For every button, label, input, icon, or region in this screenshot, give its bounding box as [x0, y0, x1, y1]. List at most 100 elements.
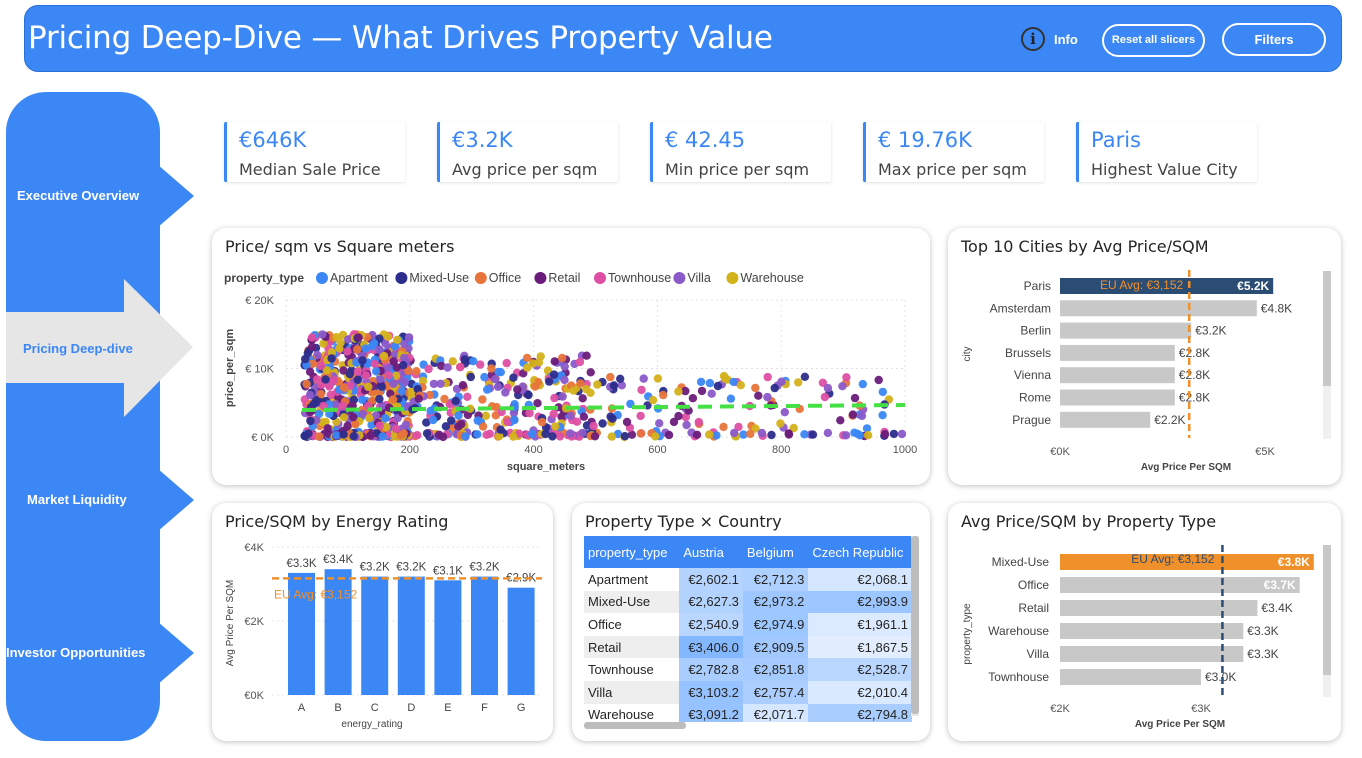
- matrix-column-header[interactable]: Belgium: [742, 536, 809, 568]
- nav-item-executive-overview[interactable]: Executive Overview: [17, 188, 140, 203]
- scrollbar-thumb-horizontal[interactable]: [584, 722, 686, 729]
- filters-button[interactable]: Filters: [1222, 23, 1326, 56]
- scrollbar-thumb[interactable]: [1323, 545, 1331, 675]
- by-type-chart[interactable]: Mixed-Use €3.8K Office €3.7K Retail €3.4K Ware…: [948, 503, 1341, 741]
- scatter-point: [307, 342, 317, 352]
- legend-swatch-office[interactable]: [474, 272, 487, 284]
- scatter-point: [321, 417, 330, 427]
- scatter-chart[interactable]: property_type Apartment Mixed-Use Office Re…: [212, 228, 930, 485]
- x-tick-label: €5K: [1255, 446, 1275, 458]
- type-bar[interactable]: [1060, 554, 1314, 570]
- type-bar[interactable]: [1060, 577, 1300, 593]
- scatter-point: [694, 417, 703, 427]
- by-type-panel: Avg Price/SQM by Property Type Mixed-Use…: [948, 503, 1341, 741]
- scatter-point: [343, 347, 352, 356]
- x-tick-label: €3K: [1191, 703, 1211, 715]
- legend-item-retail[interactable]: Retail: [548, 271, 580, 285]
- scatter-point: [473, 430, 482, 439]
- scatter-point: [463, 392, 472, 401]
- info-button[interactable]: Info: [1054, 32, 1078, 47]
- matrix-row-label: Apartment: [584, 568, 680, 591]
- scatter-point: [651, 432, 660, 441]
- legend-item-office[interactable]: Office: [489, 271, 521, 285]
- legend-swatch-villa[interactable]: [673, 272, 686, 284]
- scatter-point: [572, 417, 582, 426]
- scatter-point: [358, 409, 368, 419]
- city-bar[interactable]: [1060, 389, 1175, 406]
- energy-chart[interactable]: €0K €2K €4K €3.3K A €3.4K B €3.2K C €3.2K D €3.1K E €…: [212, 503, 553, 741]
- matrix-viewport[interactable]: property_type Austria Belgium Czech Republi…: [584, 536, 912, 722]
- nav-item-investor-opportunities[interactable]: Investor Opportunities: [6, 645, 146, 660]
- legend-item-townhouse[interactable]: Townhouse: [608, 271, 671, 285]
- scatter-point: [367, 420, 376, 429]
- scatter-point: [331, 400, 340, 409]
- legend-item-apartment[interactable]: Apartment: [330, 271, 388, 285]
- matrix-panel: Property Type × Country property_type Aus…: [572, 503, 930, 741]
- energy-bar[interactable]: [288, 572, 315, 695]
- scatter-point: [318, 330, 327, 339]
- scrollbar-thumb-vertical[interactable]: [911, 536, 919, 714]
- y-tick-label: € 0K: [251, 432, 274, 444]
- type-bar[interactable]: [1060, 623, 1244, 639]
- city-bar[interactable]: [1060, 278, 1274, 294]
- energy-bar[interactable]: [397, 576, 425, 695]
- scatter-point: [609, 381, 619, 390]
- scatter-point: [503, 417, 512, 427]
- matrix-column-header[interactable]: Czech Republic: [808, 536, 912, 568]
- page-title: Pricing Deep-Dive — What Drives Property…: [28, 20, 773, 56]
- energy-bar[interactable]: [324, 569, 352, 695]
- info-icon[interactable]: i: [1021, 27, 1045, 51]
- top-cities-chart[interactable]: Paris €5.2K Amsterdam €4.8K Berlin €3.2K Bruss…: [948, 228, 1341, 485]
- matrix-column-header[interactable]: property_type: [584, 536, 680, 568]
- matrix-cell: €2,540.9: [679, 613, 743, 636]
- scatter-point: [589, 421, 598, 431]
- matrix-cell: €2,974.9: [742, 613, 809, 636]
- matrix-cell: €2,909.5: [742, 635, 809, 659]
- scatter-point: [823, 428, 833, 438]
- scatter-point: [397, 431, 406, 440]
- type-bar[interactable]: [1060, 669, 1201, 685]
- scatter-point: [339, 383, 349, 392]
- scatter-point: [550, 357, 559, 366]
- type-value-label: €3.8K: [1278, 555, 1310, 569]
- nav-item-pricing-deep-dive[interactable]: Pricing Deep-dive: [23, 341, 133, 356]
- scatter-point: [639, 374, 648, 383]
- legend-item-villa[interactable]: Villa: [687, 271, 710, 285]
- scatter-point: [818, 378, 828, 387]
- energy-bar[interactable]: [361, 576, 389, 695]
- scatter-point: [800, 372, 810, 381]
- energy-bar[interactable]: [471, 576, 498, 695]
- energy-bar[interactable]: [507, 587, 535, 695]
- nav-item-market-liquidity[interactable]: Market Liquidity: [27, 492, 127, 507]
- scatter-point: [316, 361, 325, 371]
- scatter-point: [436, 379, 445, 388]
- city-bar[interactable]: [1060, 300, 1257, 317]
- scrollbar-thumb[interactable]: [1323, 271, 1331, 386]
- legend-swatch-mixed-use[interactable]: [395, 272, 408, 284]
- type-bar[interactable]: [1060, 600, 1258, 616]
- reset-slicers-button[interactable]: Reset all slicers: [1102, 24, 1205, 57]
- legend-swatch-townhouse[interactable]: [594, 272, 606, 284]
- scatter-point: [509, 373, 518, 382]
- type-bar[interactable]: [1060, 646, 1244, 662]
- legend-item-warehouse[interactable]: Warehouse: [740, 271, 804, 285]
- eu-avg-label: EU Avg: €3,152: [1131, 552, 1215, 566]
- city-bar[interactable]: [1060, 322, 1192, 339]
- scatter-point: [460, 355, 469, 364]
- legend-swatch-apartment[interactable]: [316, 272, 328, 284]
- kpi-card-max-price-sqm: € 19.76K Max price per sqm: [863, 122, 1044, 182]
- legend-item-mixed-use[interactable]: Mixed-Use: [409, 271, 469, 285]
- city-value-label: €2.8K: [1179, 391, 1210, 405]
- scatter-point: [400, 339, 409, 349]
- legend-swatch-warehouse[interactable]: [726, 272, 739, 284]
- x-axis-label: Avg Price Per SQM: [1135, 719, 1225, 730]
- energy-bar[interactable]: [434, 580, 462, 695]
- energy-value-label: €3.2K: [469, 562, 499, 574]
- city-bar[interactable]: [1060, 344, 1175, 361]
- city-bar[interactable]: [1060, 411, 1151, 428]
- city-bar[interactable]: [1060, 367, 1175, 384]
- scatter-point: [576, 379, 585, 388]
- kpi-label: Highest Value City: [1091, 160, 1238, 179]
- matrix-column-header[interactable]: Austria: [679, 536, 743, 568]
- legend-swatch-retail[interactable]: [534, 272, 547, 284]
